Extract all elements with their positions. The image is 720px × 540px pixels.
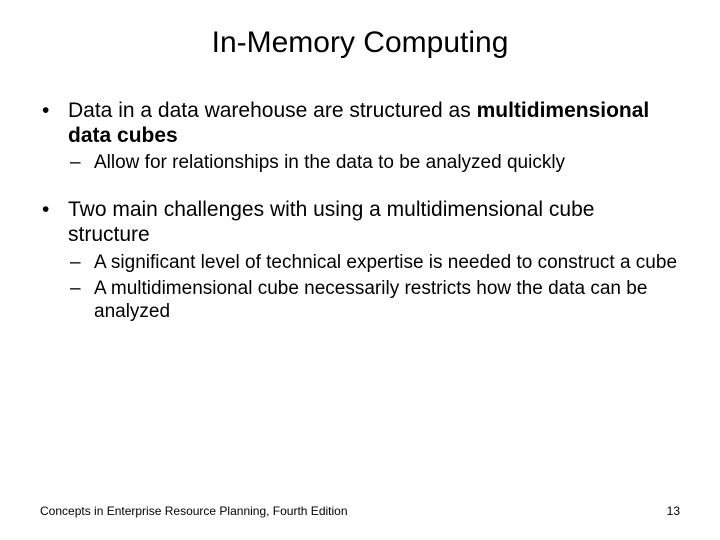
- bullet-level2: – Allow for relationships in the data to…: [70, 152, 680, 175]
- bullet-dash-icon: –: [70, 252, 94, 275]
- page-number: 13: [667, 504, 680, 518]
- slide-body: • Data in a data warehouse are structure…: [0, 70, 720, 324]
- bullet-text: A multidimensional cube necessarily rest…: [94, 278, 680, 324]
- bullet-level2: – A multidimensional cube necessarily re…: [70, 278, 680, 324]
- slide: In-Memory Computing • Data in a data war…: [0, 0, 720, 540]
- bullet-dash-icon: –: [70, 278, 94, 301]
- bullet-level1: • Two main challenges with using a multi…: [40, 197, 680, 247]
- bullet-dot-icon: •: [40, 98, 68, 123]
- slide-title: In-Memory Computing: [0, 0, 720, 70]
- bullet-dot-icon: •: [40, 197, 68, 222]
- bullet-text: Data in a data warehouse are structured …: [68, 98, 680, 148]
- bullet-level2: – A significant level of technical exper…: [70, 252, 680, 275]
- bullet-text: A significant level of technical experti…: [94, 252, 680, 275]
- spacer: [40, 179, 680, 197]
- bullet-text-plain: Data in a data warehouse are structured …: [68, 99, 477, 122]
- bullet-dash-icon: –: [70, 152, 94, 175]
- footer-source: Concepts in Enterprise Resource Planning…: [40, 504, 348, 518]
- bullet-text: Two main challenges with using a multidi…: [68, 197, 680, 247]
- bullet-text: Allow for relationships in the data to b…: [94, 152, 680, 175]
- bullet-level1: • Data in a data warehouse are structure…: [40, 98, 680, 148]
